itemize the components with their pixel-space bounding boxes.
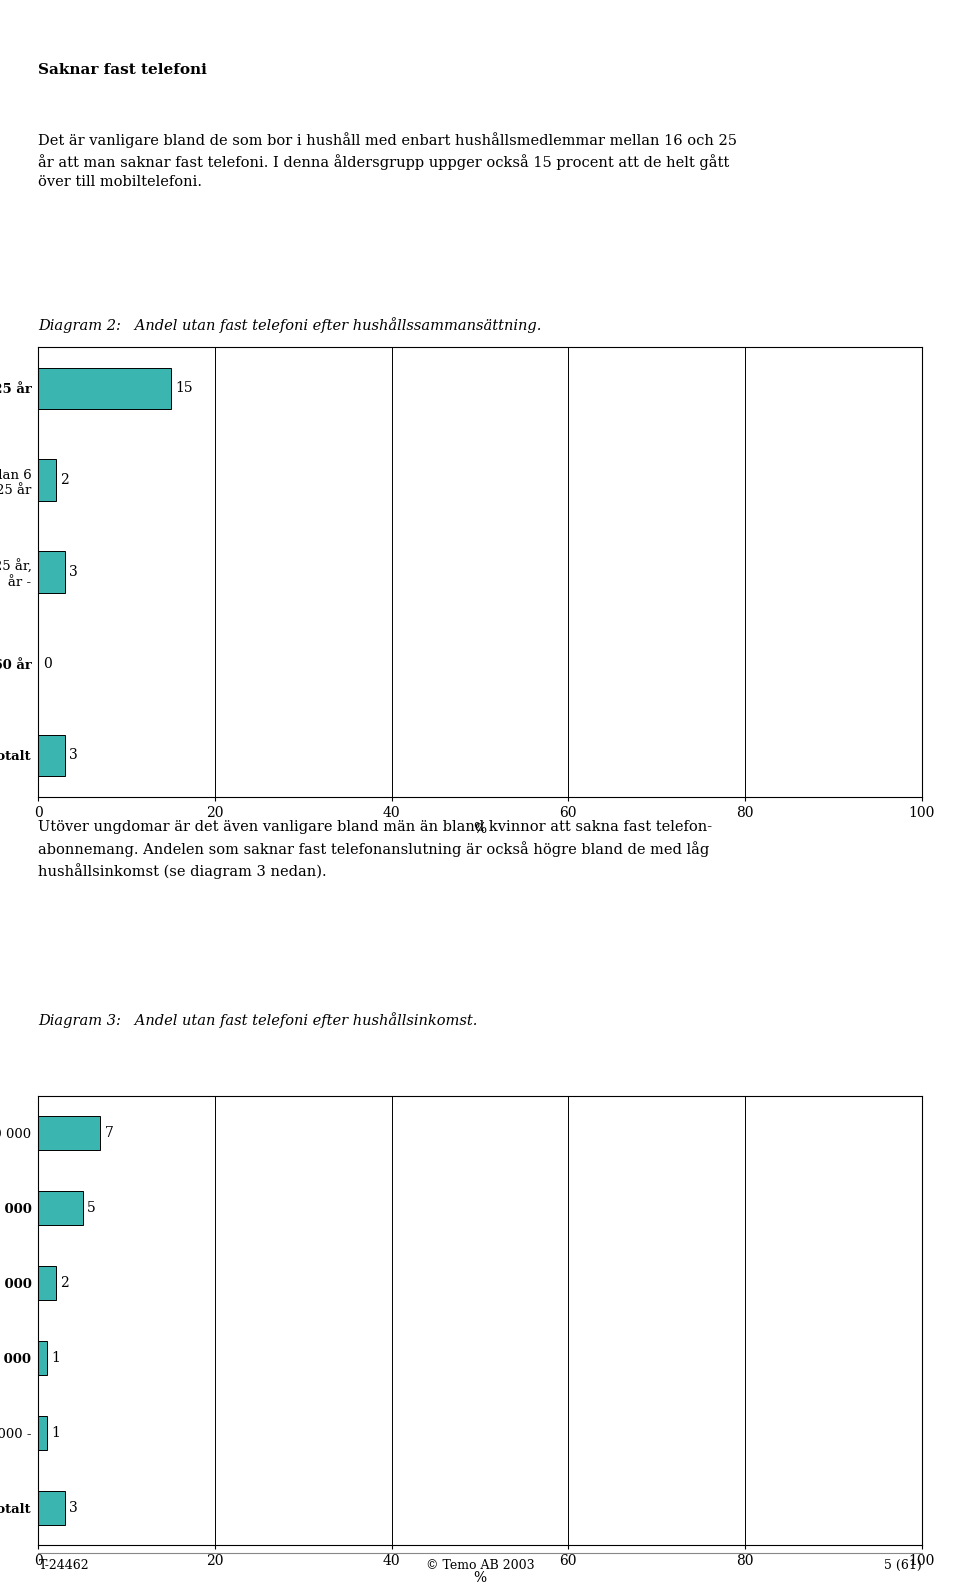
Bar: [38, 459, 56, 500]
Text: T-24462: T-24462: [38, 1560, 89, 1572]
Text: Det är vanligare bland de som bor i hushåll med enbart hushållsmedlemmar mellan : Det är vanligare bland de som bor i hush…: [38, 132, 737, 190]
Text: © Temo AB 2003: © Temo AB 2003: [425, 1560, 535, 1572]
Text: Saknar fast telefoni: Saknar fast telefoni: [38, 62, 207, 76]
Text: 1: 1: [52, 1351, 60, 1365]
Text: 1: 1: [52, 1426, 60, 1440]
Text: 3: 3: [69, 566, 78, 578]
Bar: [38, 368, 171, 409]
Bar: [38, 1341, 47, 1375]
Bar: [38, 1416, 47, 1450]
Text: 3: 3: [69, 1501, 78, 1515]
Text: Diagram 2:   Andel utan fast telefoni efter hushållssammansättning.: Diagram 2: Andel utan fast telefoni efte…: [38, 317, 541, 333]
Text: Diagram 3:   Andel utan fast telefoni efter hushållsinkomst.: Diagram 3: Andel utan fast telefoni efte…: [38, 1012, 478, 1027]
Text: 5: 5: [87, 1201, 96, 1215]
Bar: [38, 1117, 100, 1150]
Bar: [38, 1491, 65, 1525]
Text: 2: 2: [60, 473, 69, 487]
Bar: [38, 551, 65, 593]
Bar: [38, 1266, 56, 1300]
Bar: [38, 1192, 83, 1225]
Text: 3: 3: [69, 749, 78, 763]
Bar: [38, 734, 65, 776]
Text: 7: 7: [105, 1126, 113, 1141]
Text: 2: 2: [60, 1276, 69, 1290]
X-axis label: %: %: [473, 1571, 487, 1585]
X-axis label: %: %: [473, 822, 487, 836]
Text: 15: 15: [176, 381, 193, 395]
Text: Utöver ungdomar är det även vanligare bland män än bland kvinnor att sakna fast : Utöver ungdomar är det även vanligare bl…: [38, 820, 712, 879]
Text: 0: 0: [43, 656, 52, 671]
Text: 5 (61): 5 (61): [884, 1560, 922, 1572]
